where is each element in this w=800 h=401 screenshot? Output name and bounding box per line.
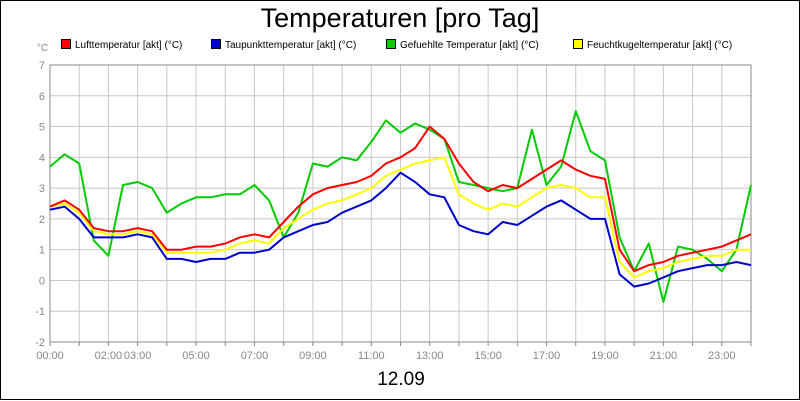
x-tick-label: 11:00	[358, 350, 385, 362]
y-tick-label: 1	[39, 245, 45, 257]
x-tick-label: 00:00	[36, 350, 64, 362]
x-tick-label: 07:00	[241, 350, 269, 362]
legend-item: Gefuehlte Temperatur [akt] (°C)	[386, 39, 539, 52]
y-tick-label: 6	[39, 91, 45, 103]
x-tick-label: 23:00	[708, 350, 736, 362]
x-tick-label: 17:00	[533, 350, 561, 362]
legend-swatch	[573, 39, 583, 49]
x-tick-label: 15:00	[474, 350, 502, 362]
y-tick-label: 2	[39, 214, 45, 226]
y-tick-label: 3	[39, 183, 45, 195]
legend-swatch	[61, 39, 71, 49]
series-line	[49, 125, 752, 273]
x-tick-label: 19:00	[591, 350, 619, 362]
plot-border	[49, 64, 752, 343]
legend-swatch	[386, 39, 396, 49]
y-tick-label: 7	[39, 60, 45, 72]
legend-item: Lufttemperatur [akt] (°C)	[61, 39, 182, 52]
legend-label: Taupunkttemperatur [akt] (°C)	[225, 40, 357, 51]
y-unit-label: °C	[37, 43, 49, 54]
chart-title: Temperaturen [pro Tag]	[260, 3, 540, 33]
x-tick-label: 05:00	[182, 350, 210, 362]
y-tick-label: 0	[39, 275, 45, 287]
legend-label: Gefuehlte Temperatur [akt] (°C)	[400, 40, 539, 51]
legend-label: Feuchtkugeltemperatur [akt] (°C)	[587, 40, 733, 51]
x-tick-label: 21:00	[650, 350, 678, 362]
y-tick-label: -1	[35, 306, 45, 318]
legend-swatch	[211, 39, 221, 49]
series-line	[49, 156, 751, 279]
series-line	[49, 171, 752, 288]
y-tick-label: 5	[39, 122, 45, 134]
x-tick-label: 02:00	[95, 350, 123, 362]
legend-item: Feuchtkugeltemperatur [akt] (°C)	[573, 39, 732, 52]
y-tick-label: 4	[39, 152, 45, 164]
x-tick-label: 03:00	[124, 350, 152, 362]
legend-label: Lufttemperatur [akt] (°C)	[75, 40, 183, 51]
x-tick-label: 09:00	[299, 350, 327, 362]
x-tick-label: 13:00	[416, 350, 444, 362]
legend-item: Taupunkttemperatur [akt] (°C)	[211, 39, 356, 52]
date-label: 12.09	[377, 369, 425, 390]
y-tick-label: -2	[35, 337, 45, 349]
